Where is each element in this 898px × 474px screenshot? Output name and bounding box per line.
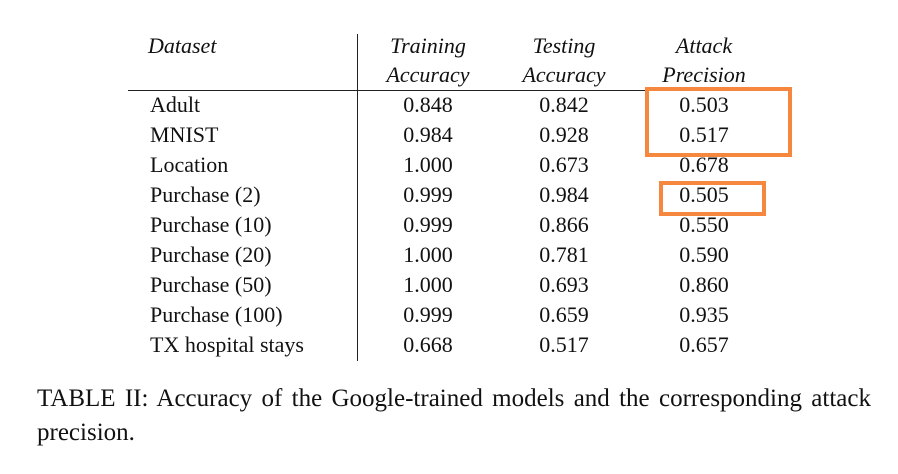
- table-row: Purchase (100) 0.999 0.659 0.935: [0, 300, 898, 330]
- training-accuracy-cell: 1.000: [403, 272, 453, 297]
- table-row: Purchase (20) 1.000 0.781 0.590: [0, 240, 898, 270]
- training-accuracy-cell: 0.848: [403, 92, 453, 117]
- highlight-box-purchase-2: [659, 181, 766, 216]
- dataset-cell: Adult: [150, 92, 201, 117]
- training-accuracy-cell: 0.668: [403, 332, 453, 357]
- table-row: TX hospital stays 0.668 0.517 0.657: [0, 330, 898, 360]
- dataset-cell: TX hospital stays: [150, 332, 304, 357]
- training-accuracy-cell: 1.000: [403, 152, 453, 177]
- dataset-cell: MNIST: [150, 122, 219, 147]
- header-testing-line-2: Accuracy: [522, 62, 606, 87]
- attack-precision-cell: 0.860: [679, 272, 729, 297]
- column-separator: [357, 34, 358, 361]
- testing-accuracy-cell: 0.517: [539, 332, 589, 357]
- training-accuracy-cell: 0.999: [403, 182, 453, 207]
- header-rule: [128, 90, 771, 91]
- dataset-cell: Purchase (2): [150, 182, 261, 207]
- attack-precision-cell: 0.550: [679, 212, 729, 237]
- testing-accuracy-cell: 0.984: [539, 182, 589, 207]
- testing-accuracy-cell: 0.781: [539, 242, 589, 267]
- attack-precision-cell: 0.935: [679, 302, 729, 327]
- training-accuracy-cell: 0.999: [403, 302, 453, 327]
- header-attack-line-2: Precision: [662, 62, 746, 87]
- dataset-cell: Purchase (10): [150, 212, 272, 237]
- header-training-line-2: Accuracy: [386, 62, 470, 87]
- table-row: Purchase (50) 1.000 0.693 0.860: [0, 270, 898, 300]
- dataset-cell: Location: [150, 152, 229, 177]
- testing-accuracy-cell: 0.928: [539, 122, 589, 147]
- table-row: MNIST 0.984 0.928 0.517: [0, 120, 898, 150]
- testing-accuracy-cell: 0.693: [539, 272, 589, 297]
- testing-accuracy-cell: 0.842: [539, 92, 589, 117]
- table-caption: TABLE II: Accuracy of the Google-trained…: [37, 385, 871, 446]
- header-attack-precision: Attack Precision: [648, 31, 760, 89]
- dataset-cell: Purchase (100): [150, 302, 283, 327]
- header-training-accuracy: Training Accuracy: [372, 31, 484, 89]
- training-accuracy-cell: 1.000: [403, 242, 453, 267]
- dataset-cell: Purchase (20): [150, 242, 272, 267]
- header-testing-line-1: Testing: [532, 33, 596, 58]
- table-row: Purchase (2) 0.999 0.984 0.505: [0, 180, 898, 210]
- table-row: Adult 0.848 0.842 0.503: [0, 90, 898, 120]
- header-attack-line-1: Attack: [675, 33, 733, 58]
- training-accuracy-cell: 0.984: [403, 122, 453, 147]
- testing-accuracy-cell: 0.866: [539, 212, 589, 237]
- testing-accuracy-cell: 0.673: [539, 152, 589, 177]
- training-accuracy-cell: 0.999: [403, 212, 453, 237]
- table-row: Purchase (10) 0.999 0.866 0.550: [0, 210, 898, 240]
- attack-precision-cell: 0.503: [679, 92, 729, 117]
- testing-accuracy-cell: 0.659: [539, 302, 589, 327]
- attack-precision-cell: 0.590: [679, 242, 729, 267]
- highlight-box-adult-mnist: [645, 87, 792, 157]
- table-row: Location 1.000 0.673 0.678: [0, 150, 898, 180]
- attack-precision-cell: 0.517: [679, 122, 729, 147]
- attack-precision-cell: 0.505: [679, 182, 729, 207]
- dataset-cell: Purchase (50): [150, 272, 272, 297]
- header-testing-accuracy: Testing Accuracy: [508, 31, 620, 89]
- header-dataset: Dataset: [148, 33, 217, 58]
- table-body: Adult 0.848 0.842 0.503 MNIST 0.984 0.92…: [0, 90, 898, 360]
- header-training-line-1: Training: [390, 33, 466, 58]
- attack-precision-cell: 0.657: [679, 332, 729, 357]
